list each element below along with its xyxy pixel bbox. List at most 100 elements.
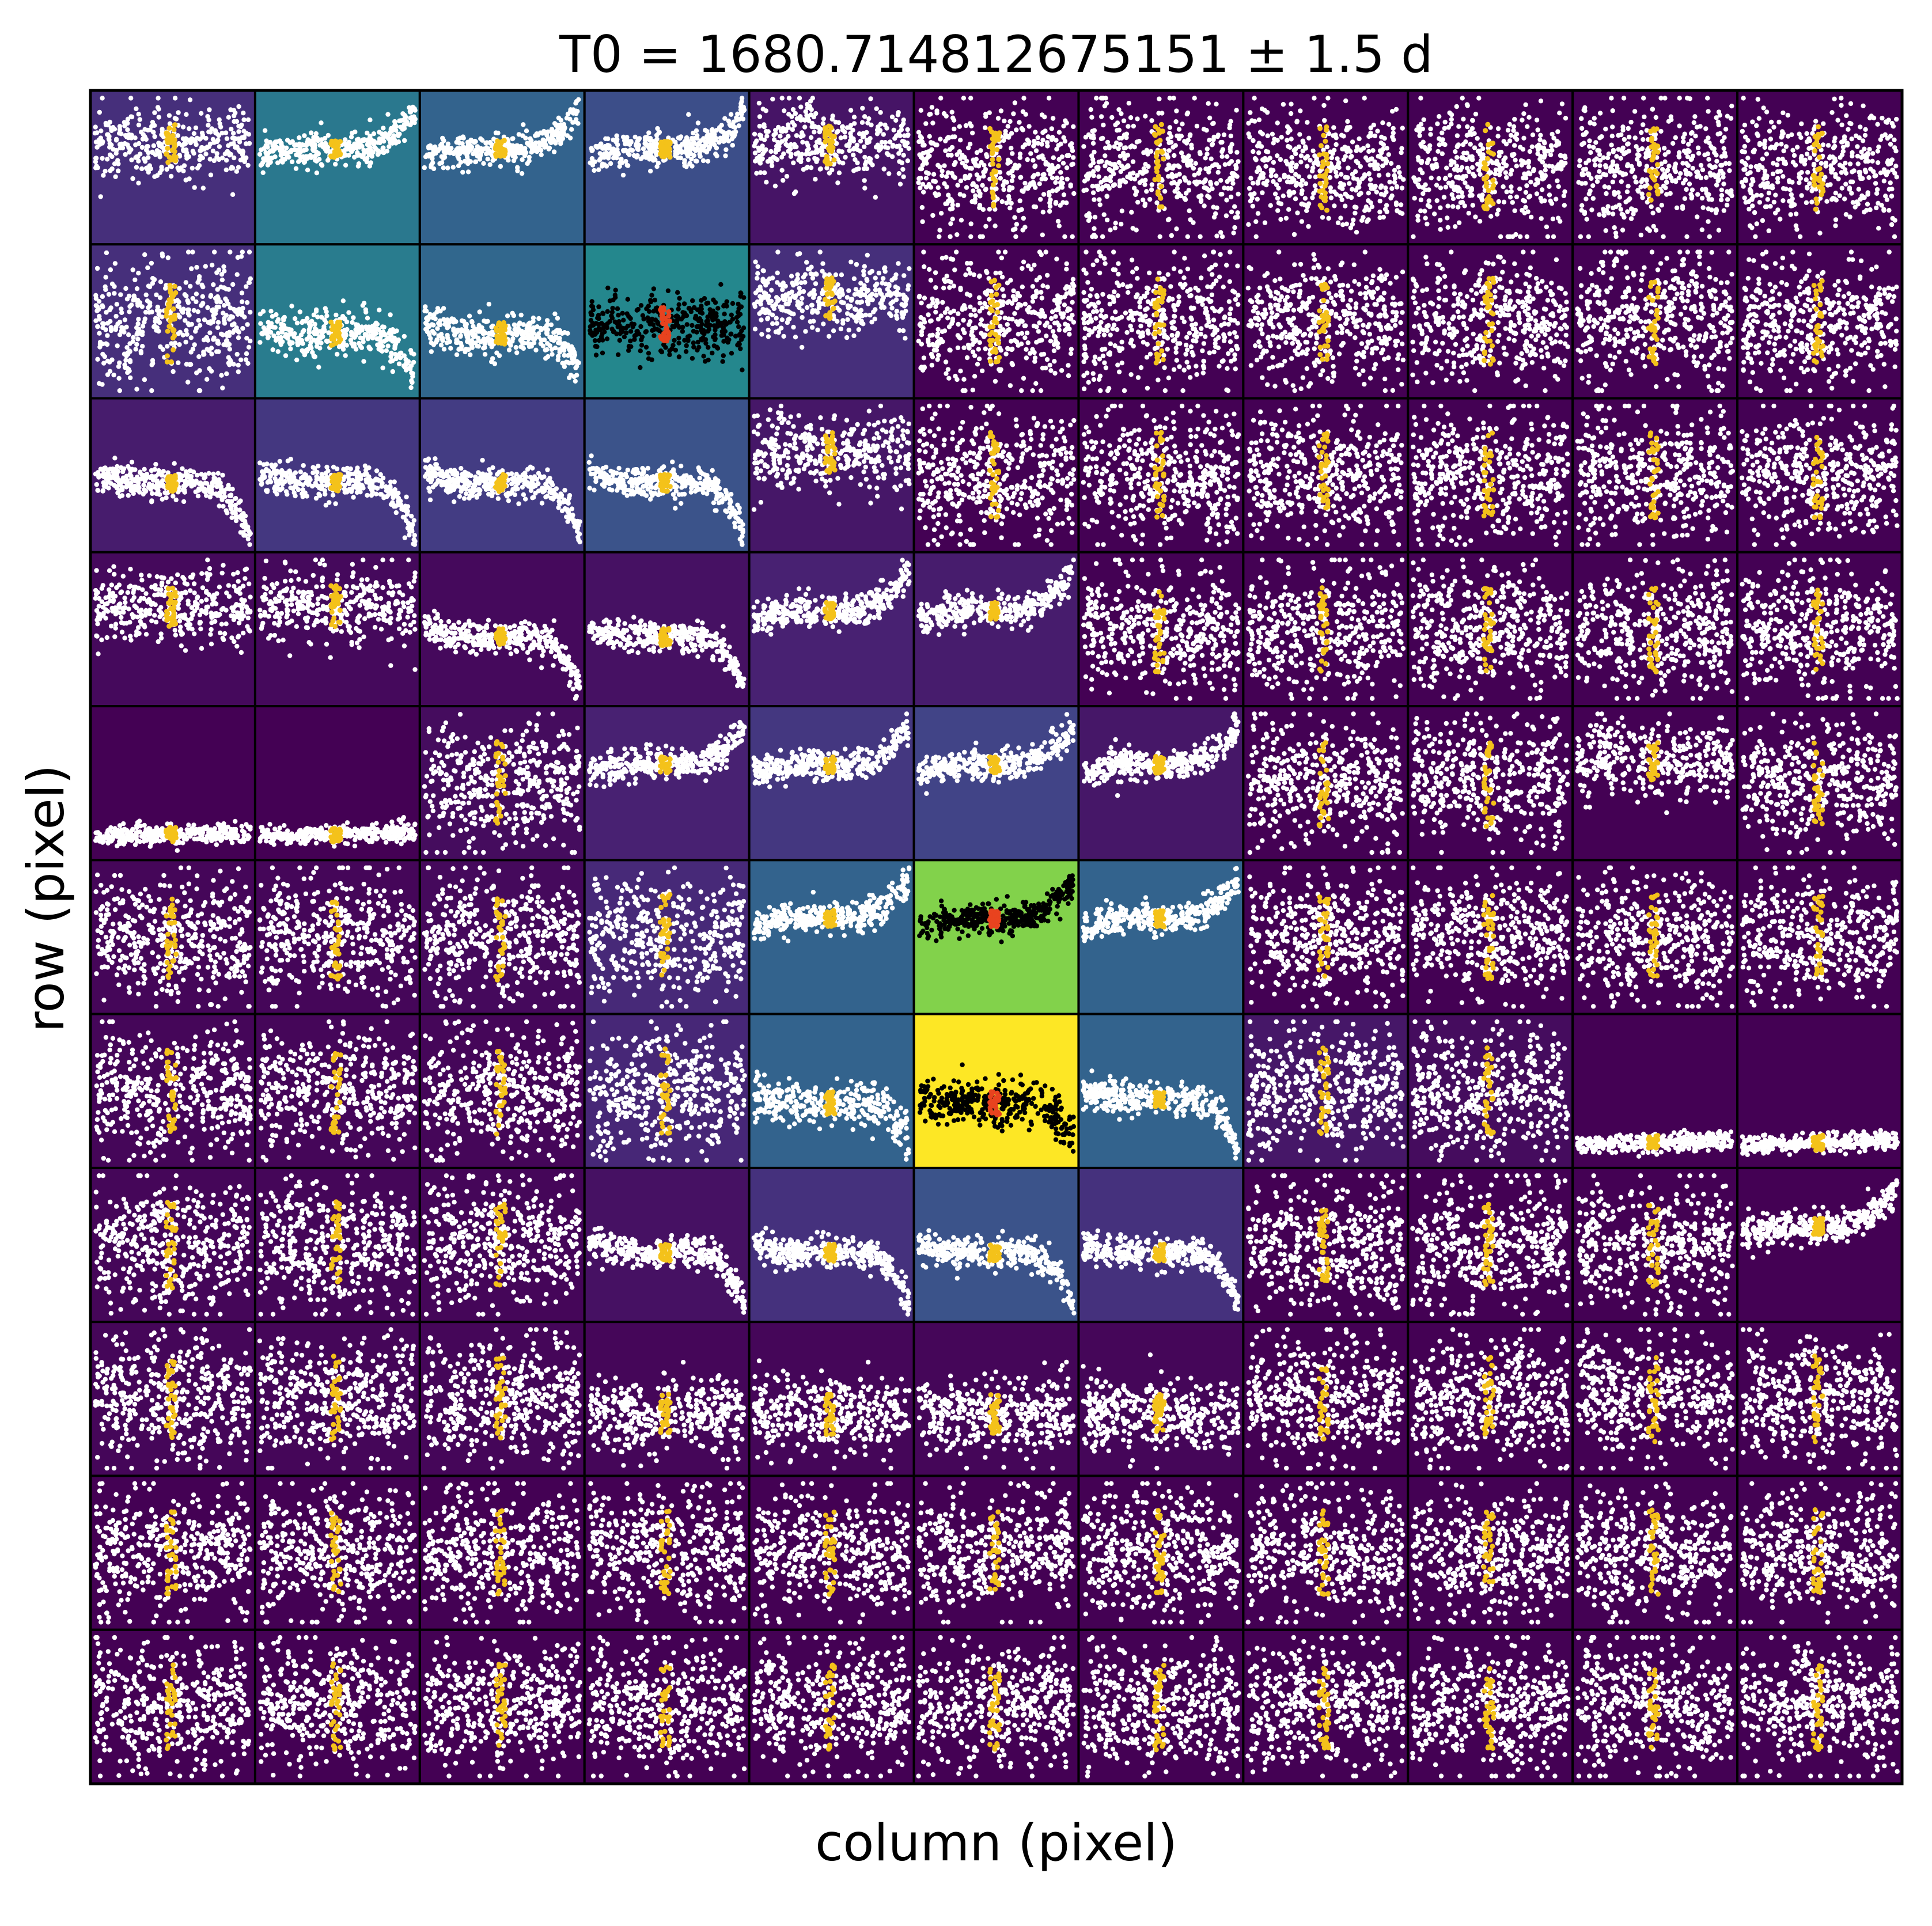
flux-point bbox=[981, 174, 986, 179]
flux-point bbox=[922, 160, 926, 164]
flux-point bbox=[714, 136, 718, 141]
flux-point bbox=[1223, 162, 1228, 167]
flux-point bbox=[1442, 195, 1446, 199]
flux-point bbox=[898, 182, 903, 187]
flux-point bbox=[1699, 176, 1703, 180]
flux-point bbox=[568, 107, 573, 112]
flux-point bbox=[919, 155, 923, 160]
flux-point bbox=[887, 171, 891, 176]
flux-point bbox=[1331, 125, 1336, 130]
flux-point bbox=[809, 165, 813, 170]
flux-point bbox=[1292, 232, 1297, 237]
flux-point bbox=[1535, 151, 1540, 156]
in-transit-point bbox=[990, 157, 995, 162]
flux-point bbox=[768, 149, 773, 154]
flux-point bbox=[233, 111, 237, 115]
flux-point bbox=[942, 164, 946, 168]
flux-point bbox=[1502, 200, 1506, 204]
flux-point bbox=[1519, 163, 1524, 168]
flux-point bbox=[717, 140, 721, 145]
flux-point bbox=[1025, 138, 1030, 142]
flux-point bbox=[1509, 184, 1513, 189]
flux-point bbox=[1305, 203, 1309, 208]
in-transit-point bbox=[1488, 150, 1494, 156]
in-transit-point bbox=[498, 154, 503, 159]
flux-point bbox=[1513, 158, 1517, 162]
flux-point bbox=[361, 147, 366, 152]
flux-point bbox=[1535, 191, 1539, 196]
flux-point bbox=[1521, 136, 1526, 141]
flux-point bbox=[1449, 162, 1453, 167]
flux-point bbox=[865, 138, 869, 142]
flux-point bbox=[1132, 186, 1137, 191]
flux-point bbox=[1217, 165, 1221, 169]
flux-point bbox=[1275, 208, 1280, 213]
flux-point bbox=[1490, 160, 1495, 165]
flux-point bbox=[1562, 154, 1567, 158]
flux-point bbox=[1102, 178, 1107, 183]
flux-point bbox=[1686, 171, 1691, 176]
flux-point bbox=[1641, 137, 1645, 142]
flux-point bbox=[1418, 142, 1423, 147]
flux-point bbox=[1456, 124, 1461, 129]
flux-point bbox=[143, 157, 147, 161]
flux-point bbox=[1707, 234, 1712, 239]
flux-point bbox=[1608, 168, 1613, 172]
flux-point bbox=[1070, 234, 1075, 239]
flux-point bbox=[1480, 198, 1484, 202]
flux-point bbox=[1582, 132, 1587, 137]
flux-point bbox=[851, 168, 856, 173]
flux-point bbox=[1344, 128, 1348, 132]
flux-point bbox=[1541, 155, 1546, 160]
flux-point bbox=[129, 157, 134, 162]
flux-point bbox=[1021, 109, 1025, 114]
flux-point bbox=[1086, 132, 1091, 137]
flux-point bbox=[1757, 116, 1761, 121]
flux-point bbox=[1607, 185, 1611, 189]
flux-point bbox=[1218, 230, 1223, 234]
flux-point bbox=[1168, 125, 1172, 130]
flux-point bbox=[1261, 175, 1266, 180]
flux-point bbox=[1269, 173, 1274, 178]
flux-point bbox=[860, 120, 865, 125]
flux-point bbox=[1666, 164, 1671, 168]
flux-point bbox=[972, 200, 977, 204]
flux-point bbox=[813, 150, 817, 155]
flux-point bbox=[510, 136, 515, 141]
in-transit-point bbox=[1324, 168, 1329, 173]
flux-point bbox=[1149, 187, 1154, 192]
flux-point bbox=[752, 143, 756, 148]
flux-point bbox=[1562, 194, 1566, 198]
flux-point bbox=[820, 152, 824, 157]
flux-point bbox=[794, 151, 798, 156]
in-transit-point bbox=[1325, 161, 1330, 166]
flux-point bbox=[97, 138, 101, 142]
pixel-cell-r1-c4 bbox=[585, 90, 749, 244]
pixel-cell-r1-c10 bbox=[1573, 90, 1737, 244]
flux-point bbox=[1061, 161, 1066, 165]
flux-point bbox=[1071, 155, 1075, 160]
flux-point bbox=[950, 116, 955, 120]
flux-point bbox=[791, 161, 795, 165]
flux-point bbox=[1031, 158, 1035, 162]
flux-point bbox=[1149, 118, 1154, 123]
flux-point bbox=[1299, 202, 1304, 206]
flux-point bbox=[456, 164, 461, 168]
flux-point bbox=[780, 96, 785, 100]
flux-point bbox=[1662, 172, 1667, 176]
flux-point bbox=[1370, 163, 1375, 168]
flux-point bbox=[184, 177, 188, 182]
in-transit-point bbox=[1490, 178, 1495, 183]
flux-point bbox=[1090, 184, 1095, 188]
flux-point bbox=[1419, 159, 1424, 164]
in-transit-point bbox=[1648, 128, 1653, 134]
in-transit-point bbox=[1158, 138, 1163, 143]
flux-point bbox=[184, 112, 188, 117]
flux-point bbox=[964, 165, 968, 169]
flux-point bbox=[1681, 139, 1685, 144]
flux-point bbox=[130, 115, 134, 119]
flux-point bbox=[1138, 180, 1142, 185]
flux-point bbox=[878, 110, 882, 115]
flux-point bbox=[247, 132, 251, 137]
flux-point bbox=[283, 157, 287, 161]
